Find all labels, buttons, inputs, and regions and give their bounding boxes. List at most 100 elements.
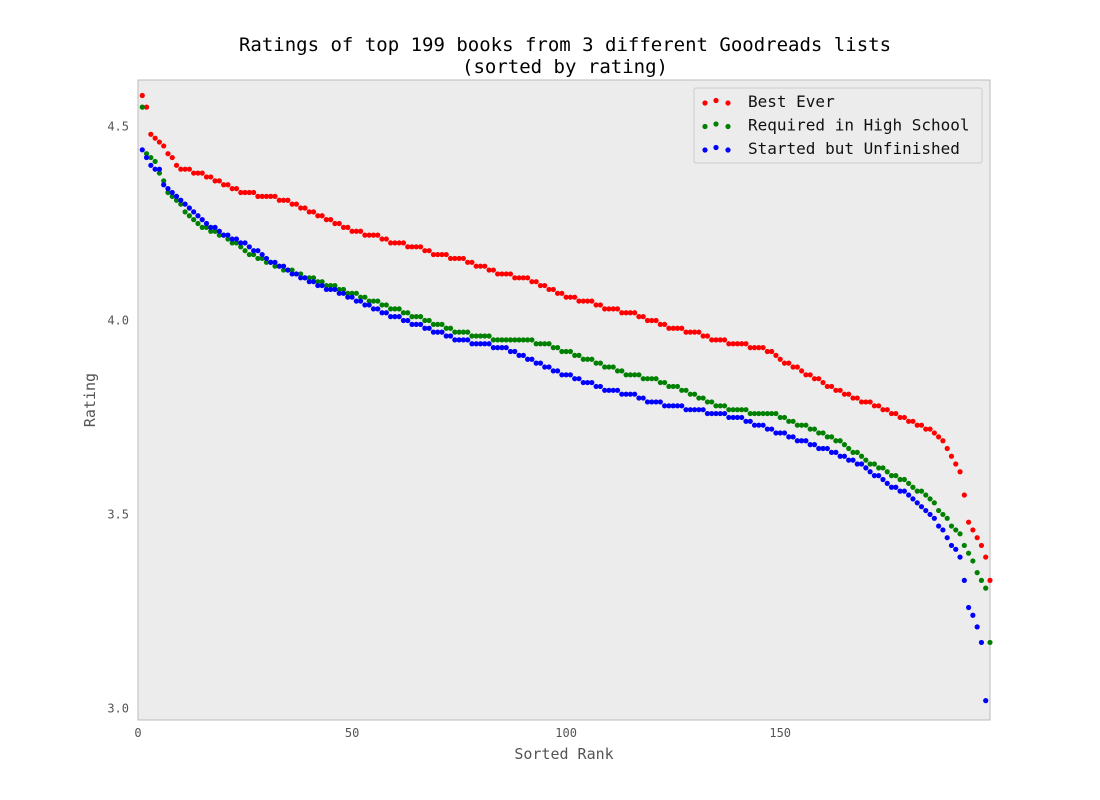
data-point [914, 500, 920, 506]
data-point [918, 504, 925, 510]
data-point [332, 286, 338, 293]
data-point [263, 193, 270, 199]
data-point [216, 228, 222, 234]
data-point [353, 228, 359, 234]
data-point [216, 232, 222, 238]
data-point [152, 158, 158, 165]
data-point [229, 240, 235, 246]
data-point [696, 329, 702, 335]
data-point [841, 442, 848, 448]
data-point [452, 255, 458, 262]
data-point [691, 407, 698, 413]
data-point [340, 286, 347, 293]
data-point [734, 407, 741, 413]
data-point [965, 604, 972, 611]
data-point [173, 197, 180, 203]
data-point [191, 209, 197, 215]
data-point [289, 271, 295, 277]
data-point [610, 364, 616, 370]
data-point [653, 317, 659, 324]
data-point [674, 325, 681, 331]
data-point [370, 306, 377, 312]
data-point [161, 182, 167, 188]
data-point [212, 224, 218, 230]
data-point [323, 217, 329, 223]
data-point [721, 403, 728, 409]
data-point [854, 461, 860, 467]
data-point [495, 271, 501, 277]
data-point [486, 333, 492, 339]
data-point [953, 461, 959, 467]
data-point [225, 232, 231, 238]
data-point [974, 570, 980, 576]
data-point [242, 240, 248, 246]
data-point [525, 337, 531, 343]
data-point [696, 395, 702, 401]
data-point [503, 271, 509, 277]
data-point [863, 457, 869, 463]
data-point [165, 151, 171, 157]
data-point [392, 306, 398, 312]
data-point [238, 244, 244, 250]
data-point [251, 189, 257, 196]
data-point [332, 282, 338, 289]
data-point [700, 407, 706, 413]
data-point [336, 290, 342, 296]
data-point [940, 438, 946, 444]
data-point [837, 453, 843, 459]
data-point [550, 345, 556, 351]
data-point [285, 197, 291, 203]
data-point [833, 387, 839, 393]
data-point [512, 275, 518, 281]
data-point [983, 554, 989, 560]
data-point [272, 193, 278, 199]
data-point [400, 310, 407, 316]
data-point [345, 290, 351, 296]
data-point [901, 488, 907, 494]
data-point [897, 488, 903, 494]
data-point [572, 352, 578, 358]
data-point [477, 263, 484, 269]
data-point [799, 438, 805, 444]
data-point [816, 430, 822, 436]
data-point [769, 348, 775, 355]
data-point [345, 224, 351, 230]
data-point [687, 407, 693, 413]
data-point [246, 244, 252, 250]
data-point [858, 399, 865, 405]
data-point [452, 337, 458, 343]
data-point [756, 345, 762, 351]
data-point [794, 422, 800, 428]
data-point [897, 476, 903, 483]
data-point [914, 488, 920, 494]
data-point [182, 209, 188, 215]
data-point [944, 445, 950, 452]
data-point [533, 341, 539, 347]
data-point [970, 612, 976, 618]
data-point [931, 515, 937, 521]
data-point [700, 333, 706, 339]
data-point [405, 244, 411, 250]
data-point [396, 240, 402, 246]
data-point [983, 585, 989, 591]
data-point [679, 403, 685, 409]
data-point [143, 151, 150, 157]
data-point [208, 174, 214, 180]
data-point [542, 364, 548, 370]
data-point [811, 376, 818, 382]
data-point [251, 248, 257, 254]
data-point [726, 407, 732, 413]
data-point [662, 403, 668, 409]
legend-box [693, 87, 983, 164]
data-point [229, 186, 235, 192]
data-point [679, 387, 685, 393]
data-point [632, 391, 638, 397]
data-point [670, 383, 676, 390]
data-point [246, 189, 252, 196]
data-point [366, 232, 372, 238]
data-point [238, 189, 244, 196]
data-point [884, 480, 890, 486]
data-point [507, 348, 514, 355]
data-point [280, 263, 287, 269]
data-point [756, 422, 762, 428]
